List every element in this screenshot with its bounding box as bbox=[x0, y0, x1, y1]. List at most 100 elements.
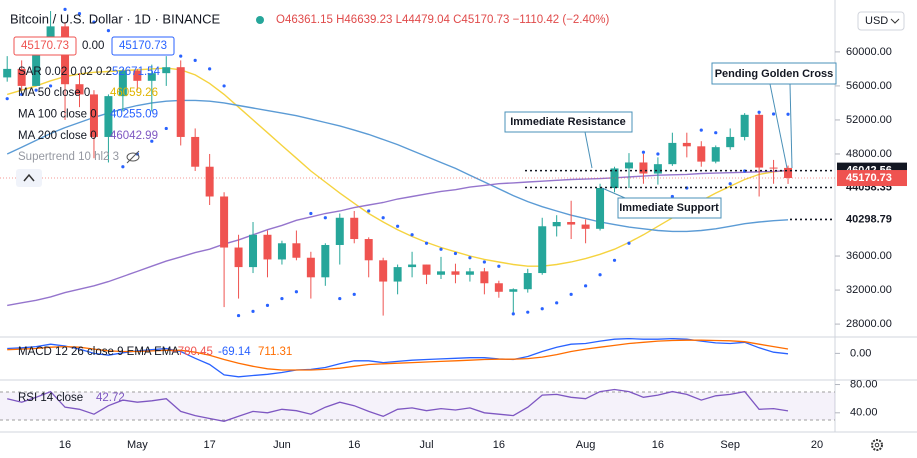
candle-body bbox=[552, 222, 561, 227]
visibility-icon[interactable] bbox=[126, 150, 140, 164]
ma-label: MA 100 close 0 bbox=[18, 109, 97, 121]
sar-dot bbox=[584, 284, 588, 288]
candle-body bbox=[653, 164, 662, 174]
candle-body bbox=[162, 67, 171, 74]
status-dot bbox=[256, 16, 264, 24]
candle-body bbox=[682, 142, 691, 147]
candle-body bbox=[32, 51, 41, 86]
sar-dot bbox=[439, 247, 443, 251]
sar-dot bbox=[569, 292, 573, 296]
sar-dot bbox=[511, 312, 515, 316]
y-tick-label: 80.00 bbox=[850, 378, 878, 390]
x-tick-label: Jun bbox=[273, 439, 291, 451]
candle-body bbox=[769, 167, 778, 169]
sar-dot bbox=[63, 7, 67, 11]
x-tick-label: Aug bbox=[576, 439, 596, 451]
candle-body bbox=[220, 196, 229, 248]
candle-body bbox=[147, 73, 156, 81]
bid-box bbox=[13, 36, 77, 56]
macd-signal-value: 711.31 bbox=[258, 346, 292, 358]
sar-dot bbox=[555, 301, 559, 305]
candle-body bbox=[610, 168, 619, 188]
sar-dot bbox=[280, 296, 284, 301]
sar-dot bbox=[381, 216, 385, 220]
level-label: 40298.79 bbox=[846, 213, 892, 225]
sar-dot bbox=[453, 251, 458, 256]
eye-icon[interactable] bbox=[126, 152, 140, 162]
candle-body bbox=[755, 114, 764, 168]
macd-label: MACD 12 26 close 9 EMA EMA bbox=[18, 346, 179, 358]
candle-body bbox=[437, 271, 445, 275]
candle-body bbox=[624, 162, 633, 169]
candle-body bbox=[596, 187, 605, 229]
sar-dot bbox=[236, 313, 241, 318]
annotation-box bbox=[711, 62, 837, 85]
collapse-bg[interactable] bbox=[16, 169, 42, 187]
currency-box[interactable] bbox=[857, 11, 905, 31]
sar-dot bbox=[396, 224, 400, 228]
sar-dot bbox=[410, 233, 414, 237]
gear-center bbox=[874, 442, 880, 448]
sar-value: 52671.54 bbox=[112, 66, 161, 78]
annotation-box bbox=[617, 197, 722, 219]
sar-dot bbox=[497, 264, 501, 268]
candle-body bbox=[350, 217, 359, 240]
annotation-pointer bbox=[769, 83, 788, 169]
macd-histogram-value: −780.45 bbox=[171, 346, 213, 358]
sar-dot bbox=[367, 209, 371, 213]
annotation-pointer bbox=[584, 131, 593, 169]
overlay-layer: 60000.00 56000.00 52000.00 48000.00 36000.00… bbox=[0, 46, 907, 451]
candle-body bbox=[523, 273, 532, 290]
y-tick-label: 60000.00 bbox=[846, 46, 892, 58]
ask-box bbox=[111, 36, 175, 56]
candle-body bbox=[118, 70, 127, 97]
sar-dot bbox=[540, 307, 544, 311]
sar-dot bbox=[294, 290, 298, 294]
ohlc-values: O46361.15 H46639.23 L44479.04 C45170.73 … bbox=[276, 14, 610, 26]
ma-label: MA 50 close 0 bbox=[18, 87, 90, 99]
macd-pane bbox=[7, 338, 789, 378]
indicator-line bbox=[7, 388, 789, 422]
moving-average-line bbox=[6, 99, 789, 233]
gear-icon[interactable] bbox=[871, 439, 883, 451]
candle-body bbox=[509, 289, 518, 292]
sar-dot bbox=[48, 84, 53, 88]
y-tick-label: 56000.00 bbox=[846, 80, 892, 92]
y-tick-label: 28000.00 bbox=[846, 318, 892, 330]
candle-body bbox=[75, 84, 84, 95]
y-tick-label: 52000.00 bbox=[846, 114, 892, 126]
x-tick-label: Jul bbox=[420, 439, 434, 451]
candle-body bbox=[784, 167, 793, 179]
macd-value: -69.14 bbox=[218, 346, 251, 358]
candle-body bbox=[581, 224, 590, 229]
sar-dot bbox=[92, 20, 96, 24]
sar-dot bbox=[771, 112, 776, 116]
x-tick-label: 20 bbox=[811, 439, 823, 451]
annotation-text: Pending Golden Cross bbox=[715, 68, 834, 80]
y-tick-label: 32000.00 bbox=[846, 284, 892, 296]
y-tick-label: 0.00 bbox=[850, 347, 871, 359]
candle-body bbox=[17, 68, 26, 86]
candle-body bbox=[89, 94, 98, 137]
rsi-label: RSI 14 close bbox=[18, 392, 83, 404]
annotation-pointer bbox=[601, 187, 626, 199]
collapse-button[interactable] bbox=[16, 169, 42, 187]
sar-dot bbox=[424, 241, 429, 245]
currency-label: USD bbox=[865, 15, 888, 27]
candle-body bbox=[104, 96, 113, 137]
candle-body bbox=[234, 247, 243, 268]
annotation-text: Immediate Support bbox=[619, 202, 719, 214]
sar-dot bbox=[179, 54, 183, 58]
y-tick-label: 40.00 bbox=[850, 407, 878, 419]
sar-dot bbox=[121, 165, 125, 169]
rsi-band bbox=[0, 392, 835, 420]
settings-button[interactable] bbox=[871, 439, 883, 451]
candle-body bbox=[567, 222, 576, 225]
annotation-support: Immediate Support bbox=[601, 187, 722, 219]
sar-dot bbox=[150, 139, 154, 143]
candle-body bbox=[364, 239, 373, 261]
sar-dot bbox=[526, 310, 530, 314]
annotation-pending: Pending Golden Cross bbox=[711, 62, 837, 169]
currency-button[interactable]: USD bbox=[857, 11, 905, 31]
